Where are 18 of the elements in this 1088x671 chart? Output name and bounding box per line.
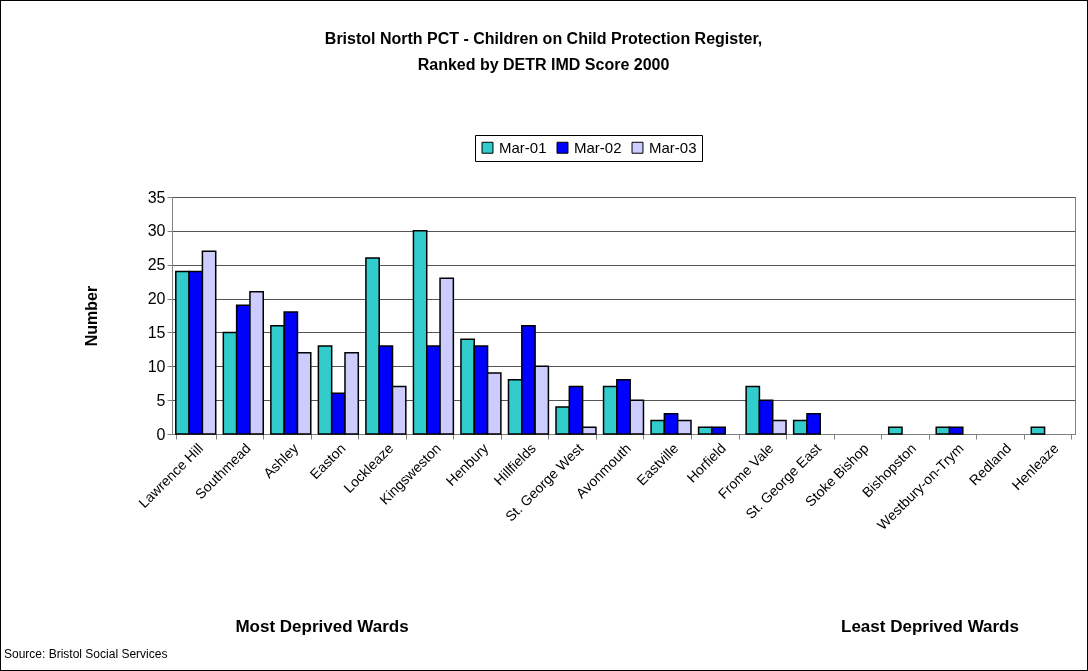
bar xyxy=(1030,426,1046,435)
y-tick-label: 30 xyxy=(147,222,166,240)
y-tick-label: 0 xyxy=(156,425,166,443)
y-tick-label: 25 xyxy=(147,256,166,274)
bar xyxy=(887,426,903,435)
y-tick-label: 15 xyxy=(147,323,166,341)
text: Most Deprived Wards xyxy=(235,617,409,637)
legend-label: Mar-01 xyxy=(499,138,547,156)
text: Least Deprived Wards xyxy=(841,617,1019,637)
source-note: Source: Bristol Social Services xyxy=(4,647,168,661)
y-tick-label: 5 xyxy=(156,391,166,409)
y-tick-label: 20 xyxy=(147,290,166,308)
y-tick-label: 10 xyxy=(147,357,166,375)
legend-label: Mar-03 xyxy=(649,138,697,156)
y-tick-label: 35 xyxy=(147,188,166,206)
legend-label: Mar-02 xyxy=(574,138,622,156)
chart-title: Bristol North PCT - Children on Child Protection Register, Ranked by DETR IMD Score 2000 xyxy=(324,29,763,73)
y-axis-title: Number xyxy=(82,285,100,347)
